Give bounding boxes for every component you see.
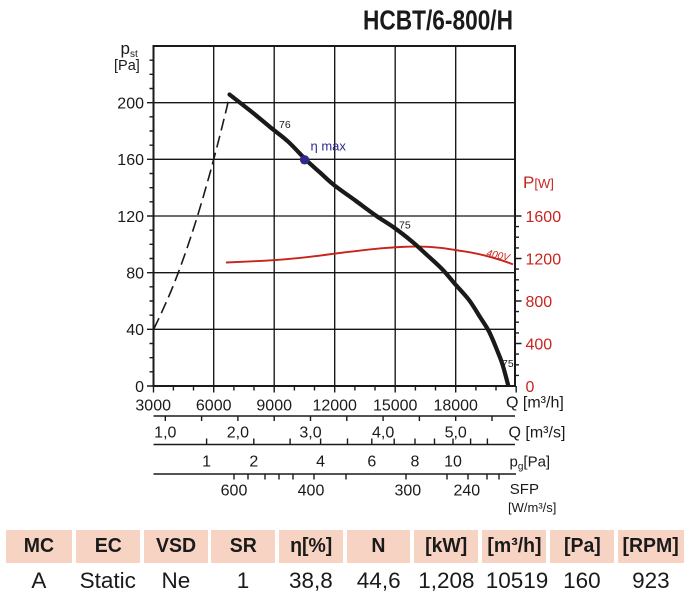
svg-text:pg[Pa]: pg[Pa] (510, 454, 551, 473)
svg-text:800: 800 (526, 294, 553, 311)
svg-text:18000: 18000 (433, 398, 478, 415)
svg-text:12000: 12000 (312, 398, 357, 415)
svg-text:2,0: 2,0 (227, 425, 249, 442)
svg-text:240: 240 (453, 483, 480, 500)
svg-text:Q [m³/h]: Q [m³/h] (506, 395, 564, 412)
svg-text:80: 80 (126, 266, 144, 283)
svg-text:1600: 1600 (526, 209, 562, 226)
svg-text:0: 0 (526, 379, 535, 396)
svg-text:75: 75 (399, 220, 411, 232)
svg-text:pst: pst (121, 39, 138, 60)
svg-text:P[W]: P[W] (523, 173, 554, 192)
svg-text:75: 75 (502, 358, 514, 370)
svg-text:160: 160 (117, 152, 144, 169)
svg-text:400V: 400V (485, 248, 511, 264)
svg-text:1,0: 1,0 (154, 425, 176, 442)
svg-text:2: 2 (249, 454, 258, 471)
svg-text:1200: 1200 (526, 252, 562, 269)
svg-text:600: 600 (221, 483, 248, 500)
svg-text:4: 4 (316, 454, 325, 471)
svg-text:6: 6 (367, 454, 376, 471)
svg-text:15000: 15000 (373, 398, 418, 415)
svg-text:0: 0 (135, 379, 144, 396)
svg-text:4,0: 4,0 (372, 425, 394, 442)
svg-text:76: 76 (279, 119, 291, 131)
svg-text:HCBT/6-800/H: HCBT/6-800/H (363, 5, 513, 36)
svg-text:6000: 6000 (196, 398, 232, 415)
svg-text:400: 400 (526, 337, 553, 354)
svg-text:120: 120 (117, 209, 144, 226)
svg-text:1: 1 (202, 454, 211, 471)
svg-text:8: 8 (411, 454, 420, 471)
svg-text:5,0: 5,0 (445, 425, 467, 442)
svg-text:10: 10 (444, 454, 462, 471)
svg-text:400: 400 (298, 483, 325, 500)
svg-text:Q [m³/s]: Q [m³/s] (509, 425, 566, 442)
svg-text:[Pa]: [Pa] (114, 58, 140, 74)
svg-text:3,0: 3,0 (299, 425, 321, 442)
svg-text:[W/m³/s]: [W/m³/s] (508, 500, 556, 515)
svg-text:40: 40 (126, 322, 144, 339)
svg-text:η max: η max (311, 139, 347, 154)
svg-text:200: 200 (117, 96, 144, 113)
svg-text:3000: 3000 (135, 398, 171, 415)
svg-text:300: 300 (394, 483, 421, 500)
svg-text:9000: 9000 (256, 398, 292, 415)
svg-text:SFP: SFP (510, 481, 539, 498)
